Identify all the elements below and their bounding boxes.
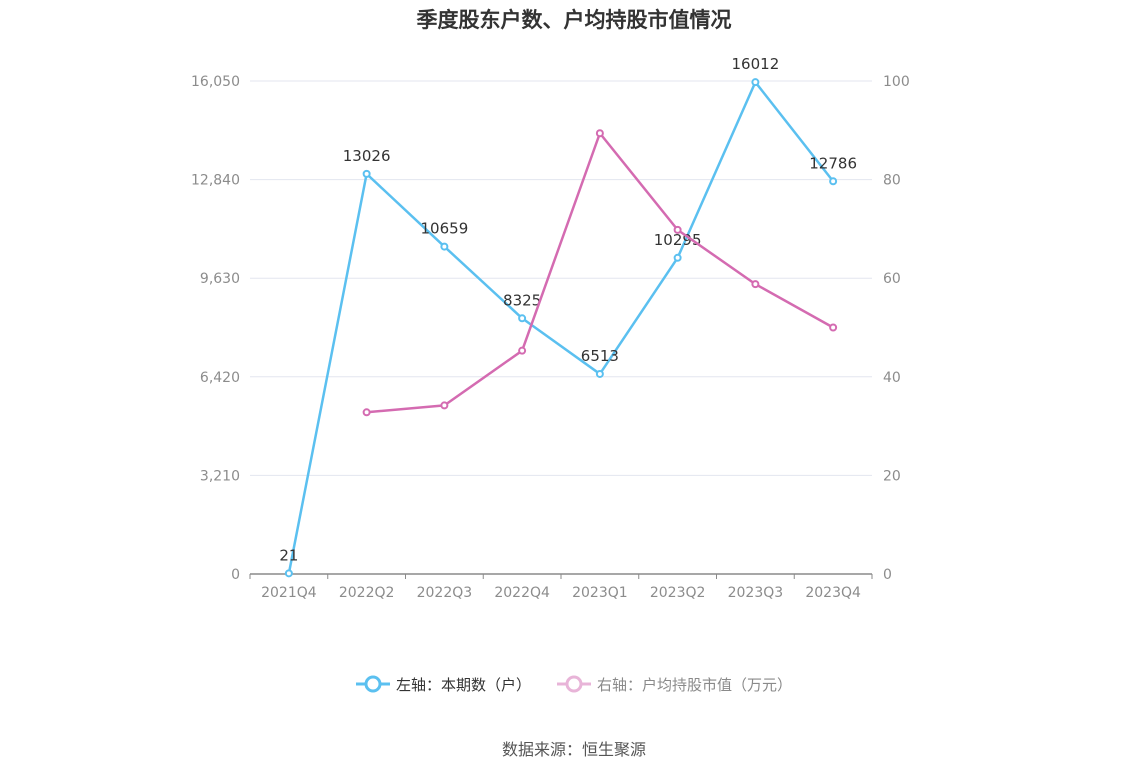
legend-label-left: 左轴：本期数（户）	[395, 675, 531, 694]
legend-line-circle-icon	[355, 675, 390, 693]
legend-item-right-axis[interactable]: 右轴：户均持股市值（万元）	[557, 672, 792, 696]
data-label: 8325	[503, 291, 541, 309]
data-label: 10659	[421, 220, 469, 238]
data-point-avg-holding-value	[595, 129, 604, 138]
x-tick-label: 2023Q2	[650, 585, 706, 601]
y-right-tick-label: 80	[883, 173, 901, 189]
data-point-avg-holding-value	[829, 323, 838, 332]
y-right-tick-label: 20	[883, 468, 901, 484]
y-right-tick-label: 0	[883, 567, 892, 583]
data-point-shareholders	[362, 169, 371, 178]
data-label: 6513	[581, 347, 619, 365]
data-label: 16012	[732, 55, 780, 73]
data-point-avg-holding-value	[751, 280, 760, 289]
x-tick-label: 2022Q4	[494, 585, 550, 601]
data-point-shareholders	[284, 569, 293, 578]
chart-legend: 左轴：本期数（户） 右轴：户均持股市值（万元）	[0, 672, 1148, 696]
legend-label-right: 右轴：户均持股市值（万元）	[597, 675, 793, 694]
data-label: 13026	[343, 147, 391, 165]
x-tick-label: 2022Q3	[417, 585, 473, 601]
data-point-shareholders	[673, 253, 682, 262]
data-point-shareholders	[829, 177, 838, 186]
y-left-tick-label: 9,630	[200, 271, 240, 287]
y-right-tick-label: 60	[883, 271, 901, 287]
x-tick-label: 2023Q3	[728, 585, 784, 601]
data-label: 12786	[809, 154, 857, 172]
data-label: 21	[279, 546, 298, 564]
y-right-tick-label: 100	[883, 74, 910, 90]
chart-title: 季度股东户数、户均持股市值情况	[416, 8, 732, 32]
y-left-tick-label: 0	[231, 567, 240, 583]
data-point-avg-holding-value	[518, 346, 527, 355]
y-left-tick-label: 16,050	[191, 74, 240, 90]
data-point-avg-holding-value	[440, 401, 449, 410]
data-point-shareholders	[440, 242, 449, 251]
data-point-avg-holding-value	[673, 225, 682, 234]
x-tick-label: 2023Q4	[805, 585, 861, 601]
y-left-tick-label: 12,840	[191, 173, 240, 189]
data-point-avg-holding-value	[362, 408, 371, 417]
x-tick-label: 2021Q4	[261, 585, 317, 601]
y-left-tick-label: 3,210	[200, 468, 240, 484]
legend-line-circle-icon	[557, 675, 591, 693]
x-tick-label: 2023Q1	[572, 585, 628, 601]
data-point-shareholders	[595, 369, 604, 378]
legend-item-left-axis[interactable]: 左轴：本期数（户）	[355, 672, 531, 696]
data-point-shareholders	[518, 314, 527, 323]
y-left-tick-label: 6,420	[200, 370, 240, 386]
x-tick-label: 2022Q2	[339, 585, 395, 601]
data-source-note: 数据来源：恒生聚源	[501, 740, 646, 759]
data-point-shareholders	[751, 78, 760, 87]
data-label: 10295	[654, 231, 702, 249]
series-line-shareholders	[287, 80, 835, 574]
y-right-tick-label: 40	[883, 370, 901, 386]
line-chart: 0 0 3,210 20 6,420 40 9,630 60 12,840 80 16,050 100…	[191, 55, 910, 601]
